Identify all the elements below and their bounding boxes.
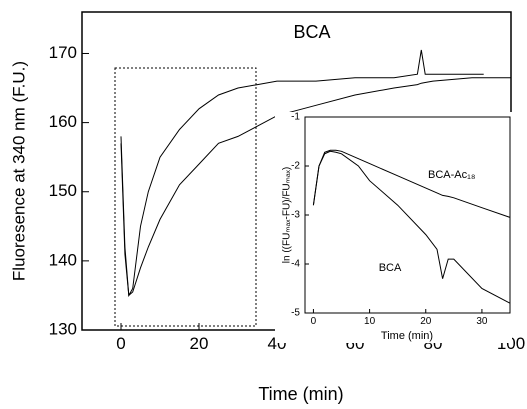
x-tick-label: 0 xyxy=(116,334,125,353)
y-tick-label: -2 xyxy=(291,161,300,172)
x-tick-label: 30 xyxy=(476,316,488,327)
data-line xyxy=(312,149,511,218)
inset-background xyxy=(275,112,512,343)
zoom-box xyxy=(114,67,257,327)
y-tick-label: -4 xyxy=(291,259,300,270)
y-tick-label: 160 xyxy=(49,112,77,131)
series-label: BCA xyxy=(379,262,402,274)
y-axis-title: Fluoresence at 340 nm (F.U.) xyxy=(9,61,28,281)
series-label: BCA xyxy=(293,22,330,42)
y-tick-label: 140 xyxy=(49,250,77,269)
series-label: BCA-Ac₁₈ xyxy=(428,169,475,181)
y-tick-label: -3 xyxy=(291,210,300,221)
data-line xyxy=(120,49,484,298)
y-axis-title: ln ((FUₘₐₓ-FU)/FUₘₐₓ) xyxy=(282,167,293,263)
y-tick-label: 170 xyxy=(49,43,77,62)
x-tick-label: 20 xyxy=(420,316,432,327)
y-tick-label: 130 xyxy=(49,319,77,338)
x-tick-label: 10 xyxy=(364,316,376,327)
data-line xyxy=(312,150,511,304)
y-tick-label: -1 xyxy=(291,112,300,123)
x-tick-label: 0 xyxy=(311,316,317,327)
x-tick-label: 20 xyxy=(190,334,209,353)
data-line xyxy=(120,77,511,297)
y-tick-label: 150 xyxy=(49,181,77,200)
x-axis-title: Time (min) xyxy=(381,330,433,342)
y-tick-label: -5 xyxy=(291,308,300,319)
x-axis-title: Time (min) xyxy=(258,384,343,404)
